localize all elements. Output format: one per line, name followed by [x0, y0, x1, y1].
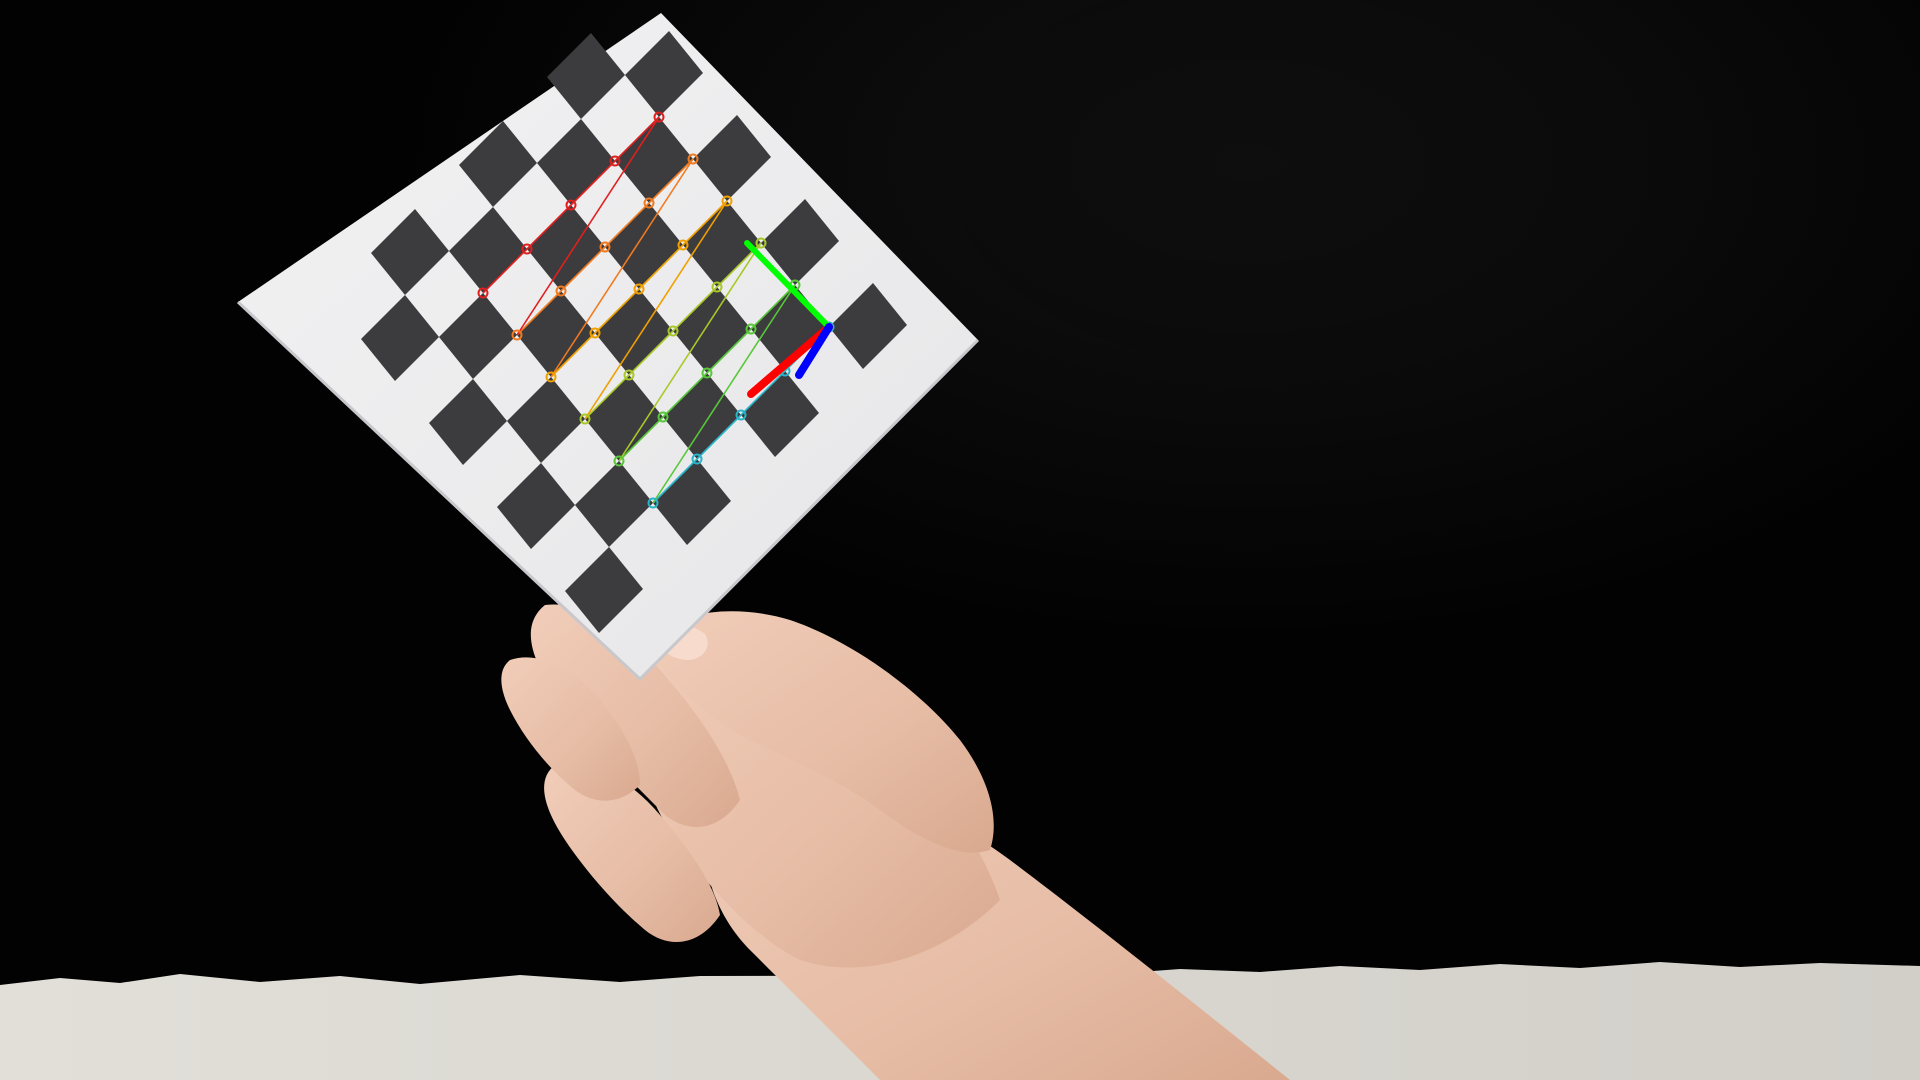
corner-marker	[687, 153, 699, 165]
corner-link	[516, 116, 660, 336]
corner-link	[628, 330, 674, 376]
checker-square	[449, 207, 527, 293]
corner-link	[648, 158, 694, 204]
corner-marker	[609, 155, 621, 167]
corner-marker	[643, 197, 655, 209]
checker-square	[527, 205, 605, 291]
corner-link	[526, 204, 572, 250]
corner-marker	[599, 241, 611, 253]
checker-square	[429, 379, 507, 465]
board-edge-shadow	[236, 300, 980, 682]
checker-square	[673, 287, 751, 373]
corner-marker	[701, 367, 713, 379]
corner-link	[706, 328, 752, 374]
corner-link	[750, 284, 796, 330]
checker-square	[547, 33, 625, 119]
corner-link	[594, 288, 640, 334]
thumb	[650, 611, 994, 853]
corner-link	[672, 286, 718, 332]
corner-link	[618, 416, 664, 462]
corner-marker	[647, 497, 659, 509]
checker-square	[459, 121, 537, 207]
checker-square	[625, 31, 703, 117]
checker-square	[537, 119, 615, 205]
corner-link	[614, 116, 660, 162]
finger-3	[501, 657, 640, 801]
pose-axes	[744, 240, 833, 398]
corner-link	[550, 158, 694, 378]
corner-marker	[589, 327, 601, 339]
corner-link	[550, 332, 596, 378]
checker-square	[439, 293, 517, 379]
checker-square	[761, 199, 839, 285]
corner-marker	[511, 329, 523, 341]
checker-square	[517, 291, 595, 377]
corner-marker	[691, 453, 703, 465]
checker-square	[683, 201, 761, 287]
corner-marker	[735, 409, 747, 421]
corner-link	[740, 370, 786, 416]
corner-marker	[613, 455, 625, 467]
corner-link	[482, 248, 528, 294]
corner-marker	[579, 413, 591, 425]
corner-link	[682, 200, 728, 246]
checker-square	[605, 203, 683, 289]
corner-link	[584, 374, 630, 420]
corner-marker	[623, 369, 635, 381]
corner-link	[604, 202, 650, 248]
checker-square	[741, 371, 819, 457]
corner-marker	[555, 285, 567, 297]
corner-marker	[745, 323, 757, 335]
y-axis-line	[744, 240, 832, 330]
checker-square	[497, 463, 575, 549]
finger-2	[544, 762, 720, 942]
backdrop-shadow	[950, 0, 1610, 370]
calibration-board	[236, 13, 980, 682]
corner-link	[560, 246, 606, 292]
corner-marker	[521, 243, 533, 255]
corner-marker	[477, 287, 489, 299]
checker-square	[507, 377, 585, 463]
corner-marker	[657, 411, 669, 423]
corner-link	[652, 284, 796, 504]
checker-square	[595, 289, 673, 375]
checker-square	[653, 459, 731, 545]
corner-marker	[755, 237, 767, 249]
corner-link	[696, 414, 742, 460]
z-axis-line	[795, 323, 833, 379]
corner-link	[584, 200, 728, 420]
finger-1	[530, 604, 740, 827]
corner-link	[662, 372, 708, 418]
corner-marker	[545, 371, 557, 383]
corner-marker	[721, 195, 733, 207]
corner-marker	[677, 239, 689, 251]
checker-square	[371, 209, 449, 295]
checker-square	[361, 295, 439, 381]
corner-link	[516, 290, 562, 336]
checkerboard	[361, 31, 907, 633]
corner-marker	[667, 325, 679, 337]
checker-square	[585, 375, 663, 461]
corner-marker	[711, 281, 723, 293]
checker-square	[663, 373, 741, 459]
checker-square	[693, 115, 771, 201]
corner-link	[570, 160, 616, 206]
corner-marker	[653, 111, 665, 123]
corner-marker	[633, 283, 645, 295]
corner-link	[618, 242, 762, 462]
checker-square	[565, 547, 643, 633]
checker-square	[829, 283, 907, 369]
x-axis-line	[747, 323, 833, 398]
checker-square	[575, 461, 653, 547]
hand	[501, 604, 1290, 1080]
corner-link	[638, 244, 684, 290]
corner-marker	[565, 199, 577, 211]
checker-square	[615, 117, 693, 203]
corner-overlay	[477, 111, 835, 509]
corner-link	[652, 458, 698, 504]
